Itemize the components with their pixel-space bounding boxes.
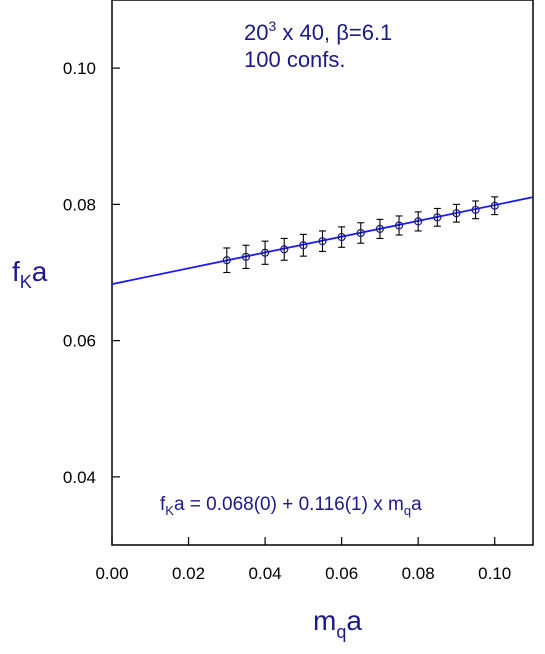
data-point: [280, 245, 289, 254]
x-tick-label: 0.00: [95, 564, 128, 583]
data-point: [318, 237, 327, 246]
data-point: [260, 248, 270, 257]
x-axis-title: mqa: [313, 605, 362, 642]
x-tick-label: 0.10: [478, 564, 511, 583]
x-axis-title-main: m: [313, 605, 336, 636]
y-axis-title-tail: a: [32, 256, 48, 287]
annotation-lattice: 203 x 40, β=6.1: [244, 18, 392, 45]
data-point: [356, 228, 365, 238]
y-axis-title: fKa: [12, 256, 48, 292]
fit-formula-mid: a = 0.068(0) + 0.116(1) x m: [174, 494, 404, 515]
y-tick-label: 0.04: [63, 468, 96, 487]
plot-frame: [111, 0, 534, 546]
x-tick-label: 0.02: [172, 564, 205, 583]
data-point: [299, 241, 308, 250]
x-axis-title-sub: q: [336, 622, 346, 642]
data-point: [471, 205, 480, 214]
data-point: [433, 213, 442, 222]
y-tick-label: 0.10: [63, 59, 96, 78]
data-point: [452, 209, 461, 218]
data-point: [222, 256, 231, 265]
y-tick-label: 0.08: [63, 195, 96, 214]
data-point: [337, 232, 346, 242]
data-point: [241, 252, 251, 261]
annotation-confs: 100 confs.: [244, 47, 346, 72]
fit-formula-f: f: [160, 494, 166, 515]
x-axis-title-tail: a: [346, 605, 362, 636]
fit-formula-end: a: [411, 494, 422, 515]
data-point: [490, 201, 499, 210]
fit-formula: fKa = 0.068(0) + 0.116(1) x mqa: [160, 494, 422, 518]
y-tick-label: 0.06: [63, 332, 96, 351]
data-point: [394, 221, 404, 230]
annotation-lattice-pre: 20: [244, 20, 268, 45]
data-point: [414, 217, 423, 226]
annotation-lattice-sup: 3: [268, 18, 276, 34]
y-axis-title-main: f: [12, 256, 20, 287]
x-tick-label: 0.04: [249, 564, 282, 583]
x-tick-label: 0.06: [325, 564, 358, 583]
data-point: [375, 224, 385, 233]
x-tick-label: 0.08: [402, 564, 435, 583]
y-axis-title-sub: K: [20, 272, 32, 292]
fit-formula-sub2: q: [404, 503, 411, 518]
fit-formula-sub1: K: [165, 503, 174, 518]
annotation-lattice-post: x 40, β=6.1: [276, 20, 392, 45]
